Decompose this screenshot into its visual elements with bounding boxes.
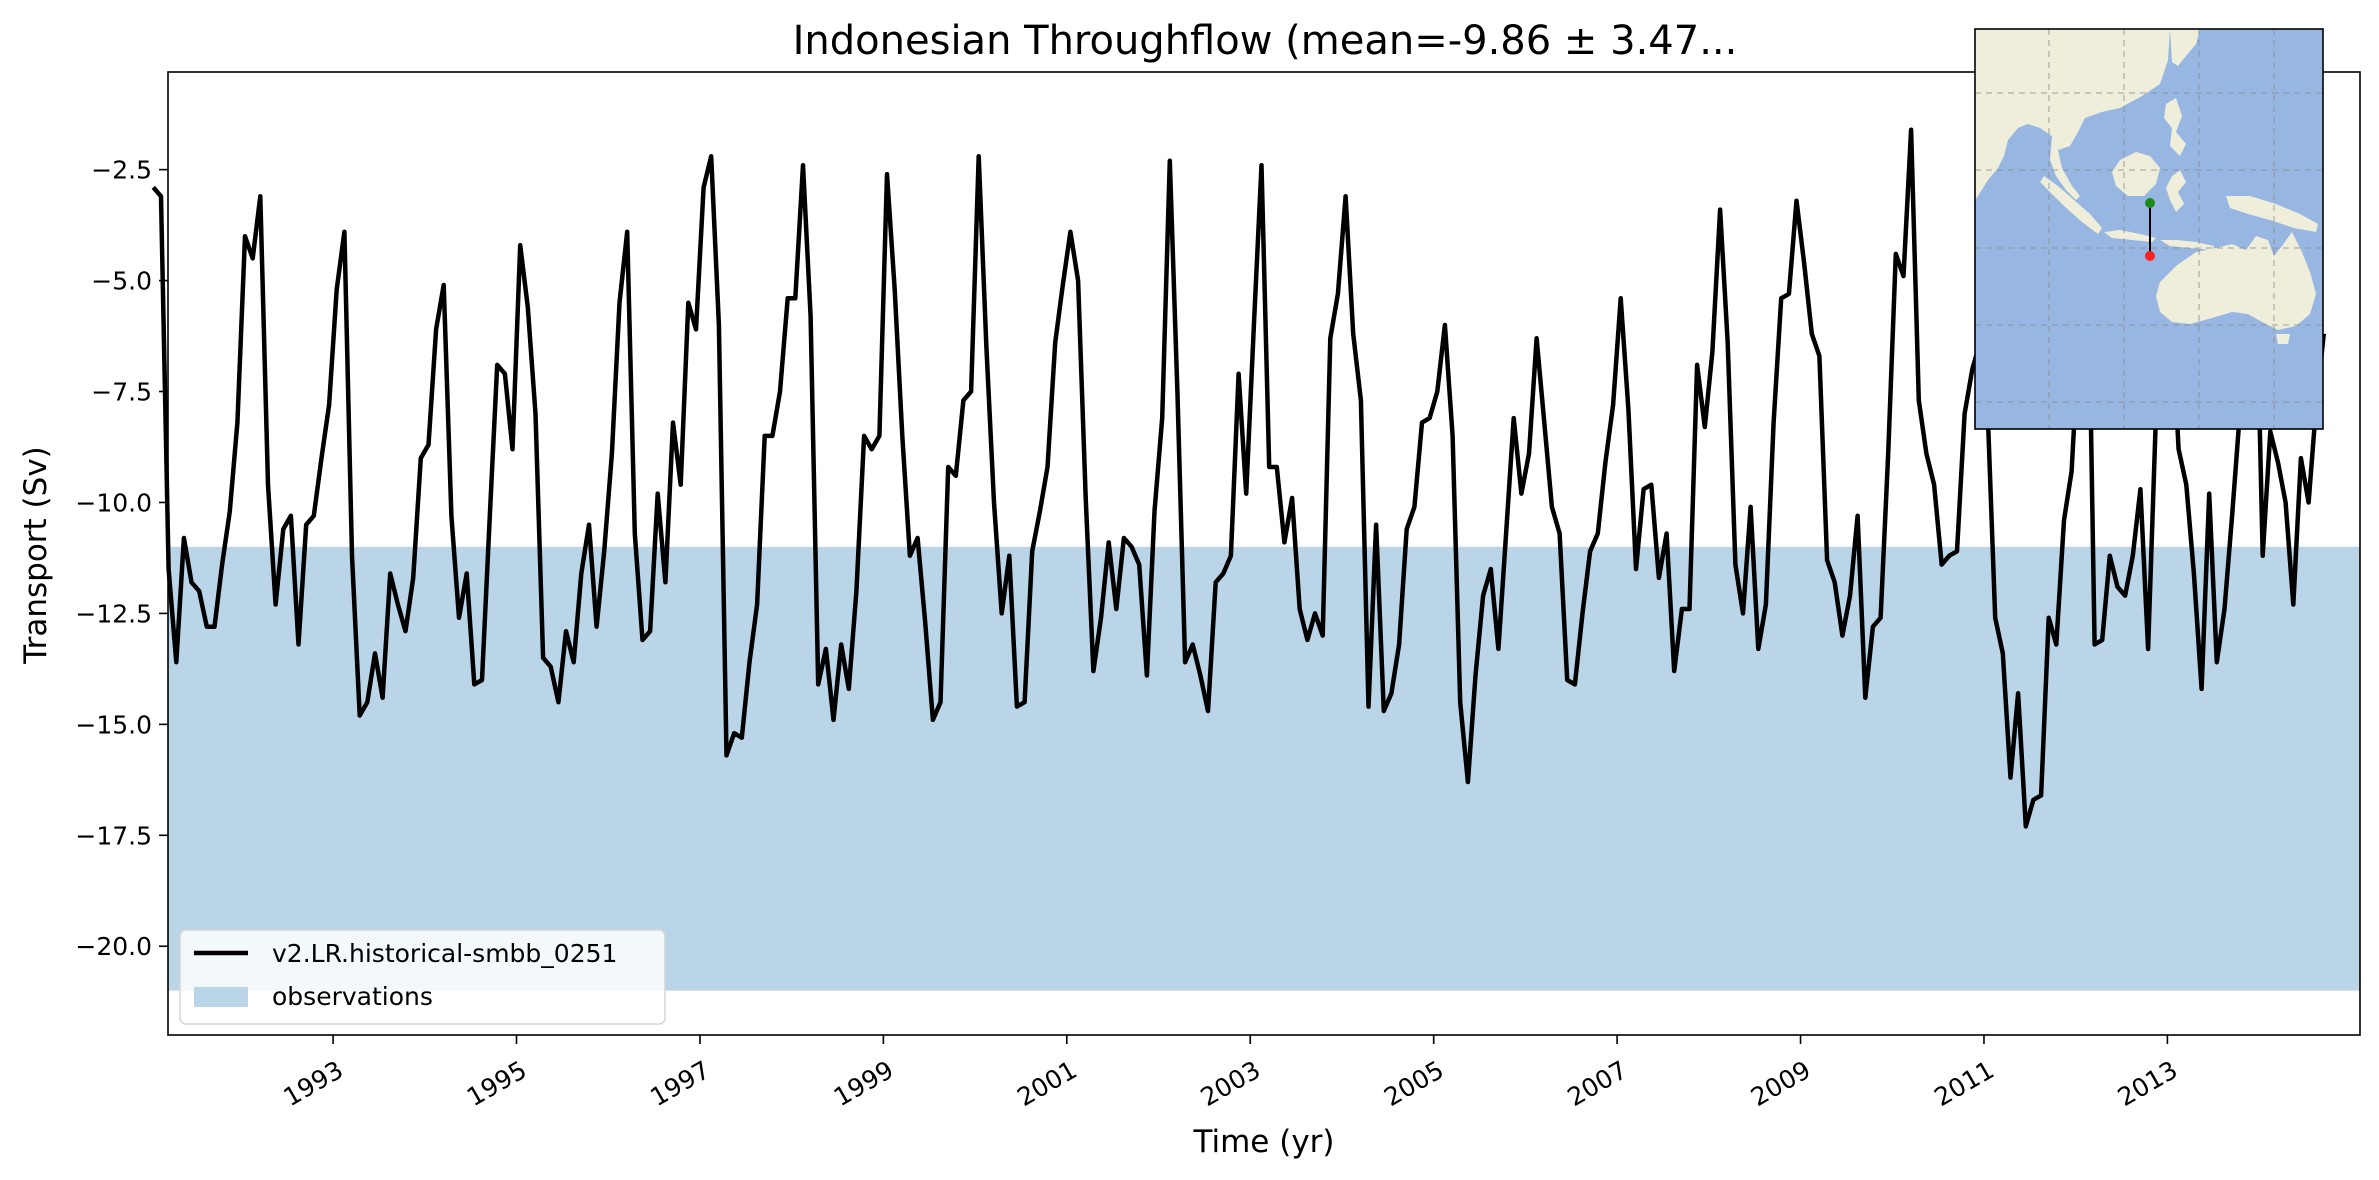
inset-map-gridlines [1975,29,2323,429]
y-axis-label: Transport (Sv) [18,446,54,665]
x-tick-label: 2011 [1929,1055,1999,1112]
inset-map-land-new-guinea [2226,196,2318,232]
inset-map-land-asia [1975,29,2170,200]
inset-map-land-tasmania [2276,334,2290,344]
x-tick-label: 2005 [1379,1055,1449,1112]
legend-box [179,929,666,1025]
y-tick-label: −7.5 [91,378,152,407]
inset-map-land-philippines [2164,98,2186,156]
x-tick-label: 1999 [829,1055,899,1112]
series-layer [151,127,2327,829]
y-tick-label: −15.0 [75,710,152,739]
axes-frame [167,71,2361,1036]
observations-band [168,546,2360,991]
legend: v2.LR.historical-smbb_0251 observations [179,929,666,1025]
y-tick-label: −20.0 [75,932,152,961]
y-tick-label: −12.5 [75,599,152,628]
x-tick-label: 2007 [1563,1055,1633,1112]
legend-band-label: observations [272,982,433,1011]
inset-map-land-java [2104,230,2156,242]
inset-map-land-sulawesi [2166,170,2186,212]
x-axis-ticks: 1993 1995 1997 1999 2001 2003 2005 2007 2009 2011… [278,1035,2182,1112]
inset-map [1974,28,2324,430]
legend-band-swatch [194,987,248,1007]
inset-map-land-malay-peninsula [2050,136,2080,200]
x-tick-label: 2001 [1012,1055,1082,1112]
x-tick-label: 2013 [2113,1055,2183,1112]
chart-title: Indonesian Throughflow (mean=-9.86 ± 3.4… [793,18,1738,64]
y-tick-label: −10.0 [75,488,152,517]
inset-map-section-start-marker [2145,198,2155,208]
x-tick-label: 2003 [1196,1055,1266,1112]
inset-map-land-china-coast [2170,29,2200,66]
y-tick-label: −2.5 [91,156,152,185]
inset-map-frame [1974,28,2324,430]
inset-map-land-australia [2156,232,2316,330]
y-tick-label: −5.0 [91,267,152,296]
inset-map-land-sumatra [2040,176,2102,234]
y-axis-ticks: −20.0 −17.5 −15.0 −12.5 −10.0 −7.5 −5.0 −2.5 [75,156,168,961]
x-tick-label: 1995 [462,1055,532,1112]
x-tick-label: 2009 [1746,1055,1816,1112]
legend-series-label: v2.LR.historical-smbb_0251 [272,939,617,968]
inset-map-section-end-marker [2145,251,2155,261]
x-tick-label: 1997 [645,1055,715,1112]
series-line-0 [151,127,2327,829]
y-tick-label: −17.5 [75,821,152,850]
x-axis-label: Time (yr) [1193,1124,1335,1160]
x-tick-label: 1993 [278,1055,348,1112]
